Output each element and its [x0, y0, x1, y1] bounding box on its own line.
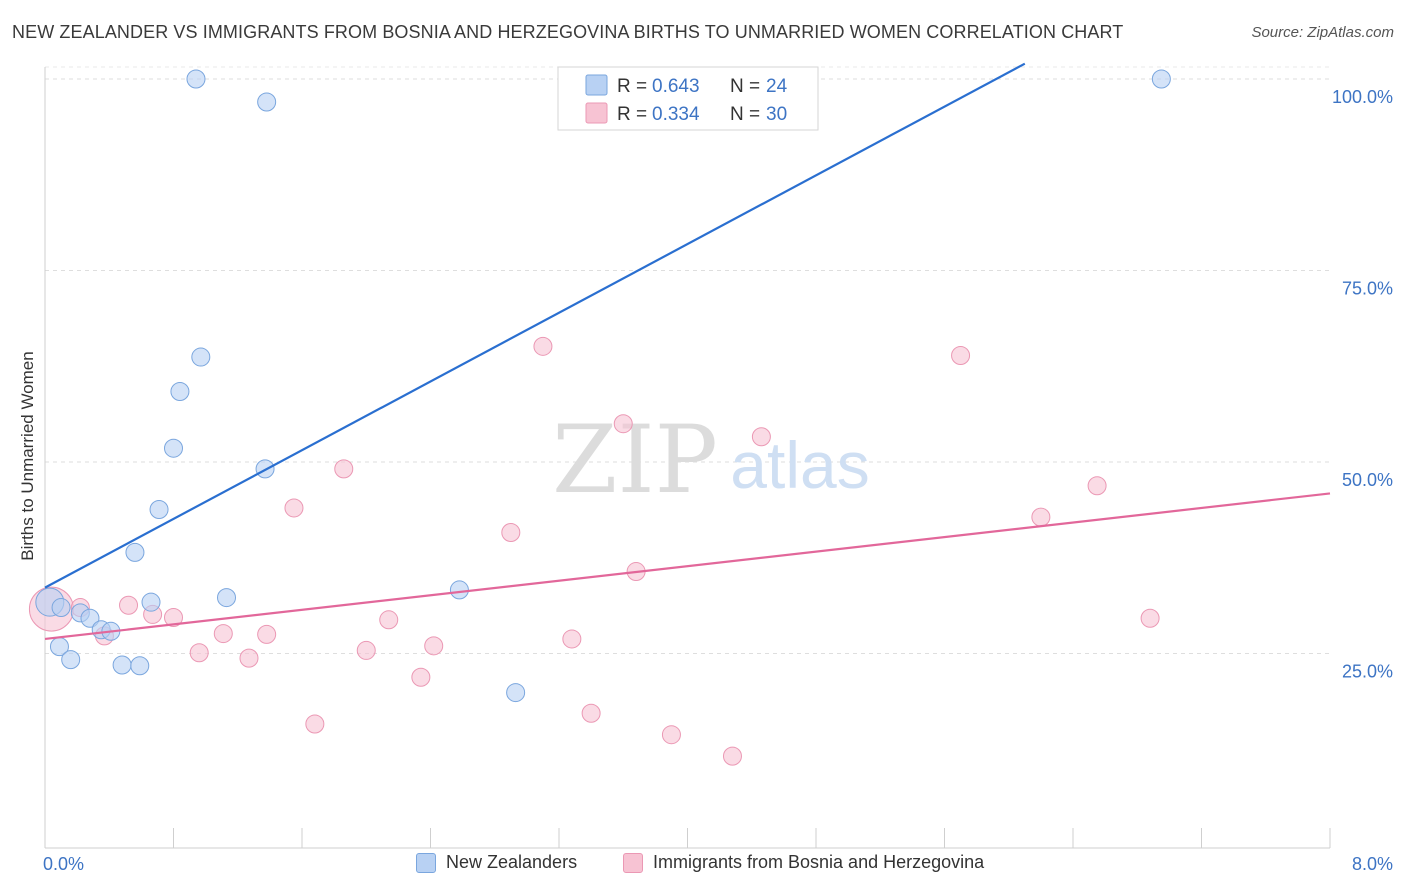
bosnia-point	[334, 459, 354, 479]
bosnia-point	[239, 648, 259, 668]
bosnia-point	[951, 346, 971, 366]
legend-r-label-nz: R =	[617, 76, 647, 97]
nz-point	[149, 499, 169, 519]
nz-point	[217, 588, 237, 608]
nz-point	[257, 92, 277, 112]
bosnia-point	[661, 725, 681, 745]
legend-swatch-nz-bottom	[416, 852, 436, 873]
legend-item-bosnia: Immigrants from Bosnia and Herzegovina	[623, 852, 984, 873]
nz-point	[186, 69, 206, 89]
bosnia-point	[305, 714, 325, 734]
trendline-nz	[44, 62, 1026, 589]
bosnia-point	[533, 336, 553, 356]
y-tick-label: 25.0%	[1342, 662, 1393, 682]
legend-item-nz: New Zealanders	[416, 852, 577, 873]
trendlines	[44, 62, 1331, 641]
bosnia-point	[284, 498, 304, 518]
bosnia-point	[1087, 476, 1107, 496]
bosnia-point	[411, 667, 431, 687]
bosnia-point	[213, 624, 233, 644]
y-tick-label: 100.0%	[1332, 87, 1393, 107]
bosnia-point	[164, 607, 183, 627]
watermark-atlas: atlas	[730, 428, 869, 502]
legend-swatch-bosnia-bottom	[623, 852, 643, 873]
legend-r-value-nz: 0.643	[652, 76, 700, 97]
nz-point	[170, 382, 190, 402]
nz-point	[141, 592, 161, 612]
y-tick-labels: 25.0% 50.0% 75.0% 100.0%	[1332, 87, 1393, 682]
legend-n-value-nz: 24	[766, 76, 788, 97]
nz-point	[61, 650, 81, 670]
bosnia-point	[613, 414, 633, 434]
bosnia-point	[562, 629, 582, 649]
bosnia-point	[257, 624, 277, 644]
legend-label-nz: New Zealanders	[446, 852, 578, 872]
legend-r-label-bosnia: R =	[617, 104, 647, 125]
bosnia-point	[189, 643, 209, 663]
chart-title: NEW ZEALANDER VS IMMIGRANTS FROM BOSNIA …	[12, 22, 1124, 42]
bosnia-point	[751, 427, 771, 447]
nz-point	[191, 347, 211, 367]
bosnia-point	[722, 746, 742, 766]
series-nz-points	[35, 69, 1171, 703]
x-tick-labels: 0.0% 8.0%	[43, 854, 1393, 874]
bosnia-point	[1140, 608, 1160, 628]
series-legend: New Zealanders Immigrants from Bosnia an…	[0, 852, 1406, 878]
x-tick-label: 0.0%	[43, 854, 84, 874]
watermark-zip: ZIP	[552, 406, 718, 515]
legend-label-bosnia: Immigrants from Bosnia and Herzegovina	[653, 852, 985, 872]
legend-swatch-bosnia	[585, 102, 608, 124]
x-tick-label: 8.0%	[1352, 854, 1393, 874]
legend-r-value-bosnia: 0.334	[652, 104, 700, 125]
nz-point	[112, 655, 132, 675]
nz-point	[1151, 69, 1171, 89]
y-tick-label: 50.0%	[1342, 470, 1393, 490]
legend-n-label-bosnia: N =	[730, 104, 760, 125]
nz-point	[80, 608, 100, 628]
y-tick-label: 75.0%	[1342, 279, 1393, 299]
watermark: ZIP atlas	[552, 406, 870, 515]
trendline-bosnia	[44, 492, 1331, 641]
bosnia-point	[581, 703, 601, 723]
stats-legend: R = 0.643 N = 24 R = 0.334 N = 30	[557, 66, 819, 131]
source-credit: Source: ZipAtlas.com	[1251, 24, 1394, 41]
bosnia-point	[424, 636, 444, 656]
legend-n-value-bosnia: 30	[766, 104, 787, 125]
bosnia-point	[356, 640, 376, 660]
bosnia-point	[501, 522, 521, 542]
series-bosnia-points	[28, 336, 1160, 766]
nz-point	[449, 580, 469, 600]
axes	[44, 67, 1331, 849]
nz-point	[51, 598, 71, 618]
nz-point	[164, 438, 183, 458]
bosnia-point	[379, 610, 399, 630]
legend-swatch-nz	[585, 74, 608, 96]
nz-point	[506, 683, 526, 703]
nz-point	[130, 656, 150, 676]
nz-point	[125, 542, 145, 562]
bosnia-point	[1031, 507, 1051, 527]
legend-n-label-nz: N =	[730, 76, 760, 97]
bosnia-point	[119, 595, 139, 615]
